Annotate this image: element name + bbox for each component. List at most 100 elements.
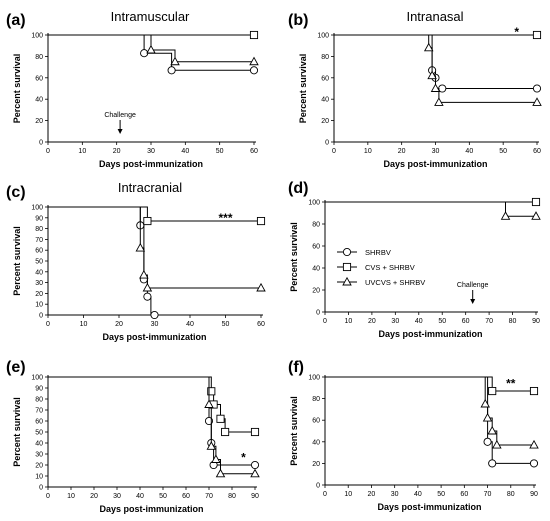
panel-letter: (d) [288, 180, 308, 197]
marker-uvcvs-shrbv [423, 42, 434, 52]
series-line-uvcvs-shrbv [48, 34, 254, 63]
marker-cvs-shrbv [256, 216, 266, 226]
x-tick-label: 0 [46, 321, 50, 328]
series-line-shrbv [325, 376, 534, 464]
marker-uvcvs-shrbv [487, 425, 497, 435]
legend-marker-shrbv [342, 247, 352, 257]
x-tick-label: 60 [462, 318, 470, 325]
x-tick-label: 50 [437, 491, 445, 498]
panel-f: (f) 0 10 20 30 40 50 60 70 80 90 0 20 40 60 80 100 Days p… [288, 359, 539, 512]
x-tick-label: 40 [181, 148, 189, 155]
x-tick-label: 50 [222, 321, 230, 328]
x-tick-label: 70 [485, 318, 493, 325]
marker-shrbv [167, 66, 176, 75]
y-tick-label: 100 [31, 33, 43, 40]
y-tick-label: 10 [35, 474, 43, 481]
marker-cvs-shrbv [207, 387, 216, 396]
y-tick-label: 100 [31, 205, 43, 212]
x-tick-label: 70 [205, 493, 213, 500]
challenge-label: Challenge [457, 282, 489, 289]
x-tick-label: 60 [533, 148, 541, 155]
marker-shrbv [204, 416, 214, 426]
marker-uvcvs-shrbv [492, 439, 502, 449]
y-axis-title: Percent survival [298, 54, 308, 124]
challenge-arrow-head [470, 299, 476, 304]
x-tick-label: 50 [216, 148, 224, 155]
marker-shrbv [249, 66, 259, 75]
panel-title: Intranasal [406, 9, 463, 24]
y-tick-label: 100 [317, 33, 329, 40]
marker-uvcvs-shrbv [206, 441, 217, 450]
marker-cvs-shrbv [216, 414, 225, 423]
panel-letter: (c) [6, 184, 26, 201]
x-tick-label: 30 [113, 493, 121, 500]
x-tick-label: 80 [509, 318, 517, 325]
marker-uvcvs-shrbv [142, 282, 153, 292]
x-tick-label: 40 [415, 318, 423, 325]
y-tick-label: 60 [35, 248, 43, 255]
x-tick-label: 20 [368, 318, 376, 325]
y-tick-label: 40 [312, 266, 320, 273]
x-tick-label: 20 [398, 148, 406, 155]
x-tick-label: 0 [46, 493, 50, 500]
marker-shrbv [529, 459, 539, 468]
y-tick-label: 60 [312, 244, 320, 251]
y-tick-label: 70 [35, 237, 43, 244]
y-tick-label: 30 [35, 280, 43, 287]
marker-cvs-shrbv [488, 386, 497, 396]
legend-label-cvs-shrbv: CVS + SHRBV [365, 263, 415, 272]
x-tick-label: 30 [151, 321, 159, 328]
x-tick-label: 50 [438, 318, 446, 325]
y-axis-title: Percent survival [289, 222, 299, 292]
y-tick-label: 10 [35, 302, 43, 309]
x-tick-label: 10 [344, 491, 352, 498]
challenge-arrow-head [117, 129, 123, 134]
x-tick-label: 80 [507, 491, 515, 498]
marker-uvcvs-shrbv [480, 398, 490, 408]
y-axis-title: Percent survival [12, 397, 22, 467]
marker-cvs-shrbv [532, 30, 542, 40]
x-tick-label: 30 [391, 491, 399, 498]
marker-uvcvs-shrbv [135, 242, 146, 252]
series-line-uvcvs-shrbv [325, 201, 536, 217]
legend-marker-uvcvs-shrbv [342, 276, 352, 286]
y-tick-label: 60 [35, 419, 43, 426]
y-tick-label: 70 [35, 408, 43, 415]
x-tick-label: 0 [46, 148, 50, 155]
marker-uvcvs-shrbv [250, 468, 260, 478]
y-axis-title: Percent survival [12, 226, 22, 296]
y-tick-label: 40 [35, 269, 43, 276]
y-axis-title: Percent survival [12, 54, 22, 124]
y-tick-label: 100 [308, 200, 320, 207]
series-line-cvs-shrbv [48, 376, 255, 433]
marker-uvcvs-shrbv [434, 97, 444, 106]
marker-uvcvs-shrbv [427, 70, 437, 80]
y-tick-label: 100 [31, 375, 43, 382]
legend: SHRBV CVS + SHRBV UVCVS + SHRBV [337, 247, 425, 287]
legend-label-shrbv: SHRBV [365, 248, 391, 257]
significance-marker: * [241, 450, 246, 464]
marker-uvcvs-shrbv [256, 282, 266, 292]
marker-uvcvs-shrbv [139, 269, 149, 279]
y-tick-label: 20 [35, 463, 43, 470]
y-tick-label: 60 [312, 418, 320, 425]
x-tick-label: 60 [250, 148, 258, 155]
x-tick-label: 0 [332, 148, 336, 155]
y-tick-label: 90 [35, 386, 43, 393]
x-tick-label: 40 [465, 148, 473, 155]
marker-shrbv [150, 310, 159, 320]
series-line-uvcvs-shrbv [48, 376, 255, 475]
y-tick-label: 80 [35, 226, 43, 233]
y-tick-label: 40 [321, 97, 329, 104]
y-tick-label: 60 [321, 75, 329, 82]
legend-marker-cvs-shrbv [342, 262, 352, 272]
x-tick-label: 20 [368, 491, 376, 498]
panel-a: (a) Intramuscular 0 10 20 30 40 50 60 0 20 40 60 80 10… [6, 9, 259, 169]
x-axis-title: Days post-immunization [378, 329, 482, 339]
panel-c: (c) Intracranial 0 10 20 30 40 50 60 0 10 20 30 40 50 6… [6, 180, 266, 342]
x-tick-label: 60 [182, 493, 190, 500]
series-line-cvs-shrbv [325, 376, 534, 392]
marker-shrbv [532, 84, 542, 93]
